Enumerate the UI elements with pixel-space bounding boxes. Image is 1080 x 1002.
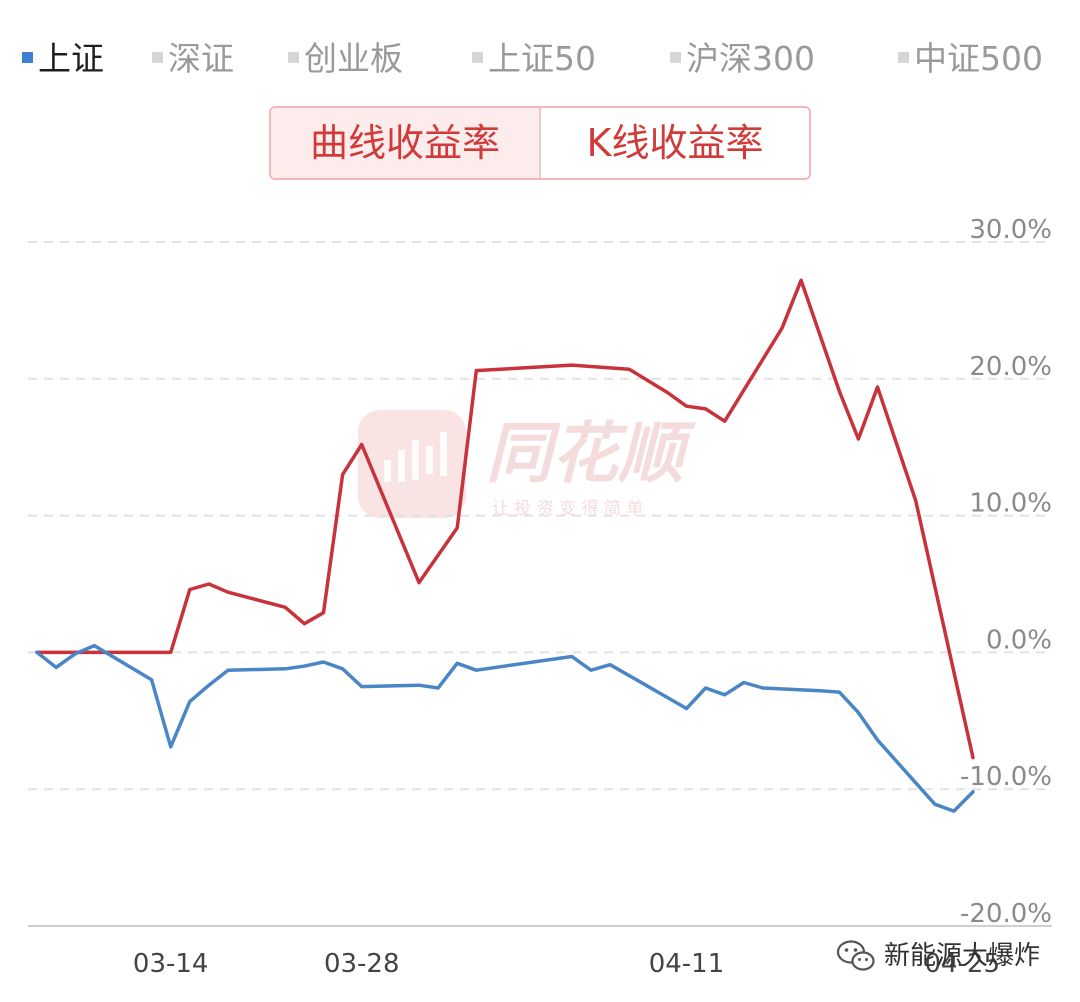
grid-lines [28,241,1052,791]
y-tick-labels: 30.0% 20.0% 10.0% 0.0% -10.0% -20.0% [960,215,1052,929]
x-tick-label: 04-25 [924,949,1000,979]
y-tick-label: 30.0% [969,215,1052,245]
x-tick-label: 03-28 [324,949,400,979]
return-type-toggle: 曲线收益率 K线收益率 [269,106,811,180]
legend-label: 沪深300 [686,39,815,78]
legend-swatch [288,52,299,63]
wechat-icon [836,940,875,971]
series-line-0 [35,278,975,760]
toggle-divider [539,108,541,178]
legend-item-3[interactable]: 上证50 [472,34,596,84]
legend-label: 创业板 [304,39,403,78]
kline-return-tab[interactable]: K线收益率 [586,121,764,165]
series-line-1 [35,643,975,813]
x-tick-label: 03-14 [133,949,209,979]
legend-swatch [472,52,483,63]
legend-label: 上证50 [488,39,596,78]
x-tick-label: 04-11 [649,949,725,979]
legend-swatch [22,52,33,63]
legend-item-4[interactable]: 沪深300 [670,34,815,84]
legend-item-2[interactable]: 创业板 [288,34,403,84]
curve-return-tab[interactable]: 曲线收益率 [271,108,539,178]
legend-item-0[interactable]: 上证 [22,34,104,84]
legend-swatch [152,52,163,63]
account-credit: 新能源大爆炸 [836,936,1040,976]
legend-item-1[interactable]: 深证 [152,34,234,84]
legend-item-5[interactable]: 中证500 [898,34,1043,84]
watermark-brand: 同花顺 [486,415,696,492]
y-tick-label: 20.0% [969,352,1052,382]
series-lines [35,278,975,813]
watermark: 同花顺 让 投 资 变 得 简 单 [358,410,696,519]
y-tick-label: 10.0% [969,489,1052,519]
x-tick-labels: 03-14 03-28 04-11 04-25 [133,949,1000,979]
legend-label: 深证 [168,39,234,78]
y-tick-label: -10.0% [960,762,1052,792]
account-name: 新能源大爆炸 [884,941,1041,971]
y-tick-label: 0.0% [986,625,1052,655]
index-legend: 上证 深证 创业板 上证50 沪深300 中证500 [0,34,1080,84]
legend-swatch [670,52,681,63]
legend-swatch [898,52,909,63]
watermark-slogan: 让 投 资 变 得 简 单 [492,499,643,519]
legend-label: 上证 [38,39,104,78]
legend-label: 中证500 [914,39,1043,78]
watermark-candle-icon [384,432,447,482]
y-tick-label: -20.0% [960,899,1052,929]
